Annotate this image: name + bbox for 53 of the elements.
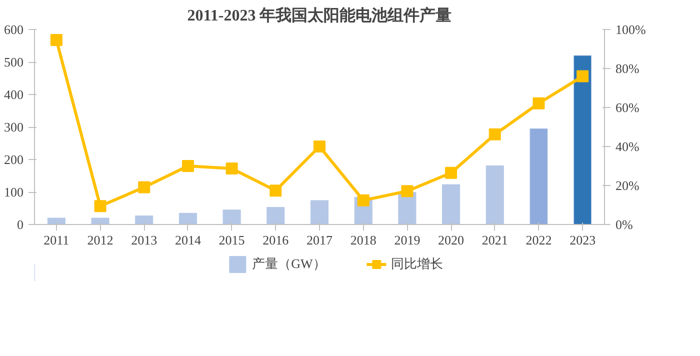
x-tick-label: 2016 (262, 232, 290, 248)
point (314, 140, 326, 152)
bar (486, 165, 504, 224)
x-tick-label: 2022 (526, 232, 552, 248)
x-tick-label: 2018 (350, 232, 376, 248)
x-tick-label: 2011 (44, 232, 70, 248)
bar (266, 207, 285, 224)
point (445, 166, 458, 179)
point (576, 70, 589, 82)
point (182, 160, 194, 172)
bar (135, 215, 154, 224)
point (50, 34, 62, 46)
y-tick-label: 500 (4, 54, 24, 70)
x-tick-label: 2017 (306, 232, 333, 248)
point (488, 128, 501, 140)
bar (222, 210, 241, 224)
bar (91, 218, 110, 224)
point (94, 200, 106, 212)
x-tick-label: 2013 (131, 232, 158, 248)
chart-title: 2011-2023 年我国太阳能电池组件产量 (187, 6, 452, 24)
bar (47, 218, 66, 224)
point (357, 194, 370, 206)
x-tick-label: 2023 (570, 232, 596, 248)
y2-tick-label: 20% (616, 178, 640, 193)
legend-label: 产量（GW） (252, 255, 326, 273)
point (532, 97, 545, 110)
point (401, 185, 414, 198)
y2-tick-label: 40% (616, 139, 640, 154)
x-tick-label: 2014 (174, 232, 202, 248)
y-tick-label: 400 (4, 87, 24, 102)
x-tick-label: 2012 (87, 232, 114, 248)
x-tick-label: 2020 (438, 232, 464, 248)
bar (530, 128, 548, 224)
x-tick-label: 2019 (394, 232, 420, 248)
bar (310, 200, 329, 224)
y2-tick-label: 0% (616, 217, 633, 232)
y-tick-label: 0 (17, 217, 24, 232)
y2-tick-label: 60% (616, 100, 640, 115)
point (270, 184, 282, 197)
point (138, 181, 150, 194)
legend-label: 同比增长 (390, 255, 443, 273)
x-tick-label: 2015 (218, 232, 245, 248)
x-tick-label: 2021 (482, 232, 508, 248)
point (226, 162, 238, 175)
bar (178, 212, 197, 224)
y-tick-label: 600 (4, 22, 24, 37)
y-tick-label: 300 (4, 120, 24, 134)
bar (442, 184, 460, 224)
y2-tick-label: 80% (616, 61, 640, 76)
y-tick-label: 100 (4, 184, 24, 200)
y2-tick-label: 100% (616, 22, 646, 37)
y-tick-label: 200 (4, 152, 24, 167)
bar (574, 55, 592, 224)
